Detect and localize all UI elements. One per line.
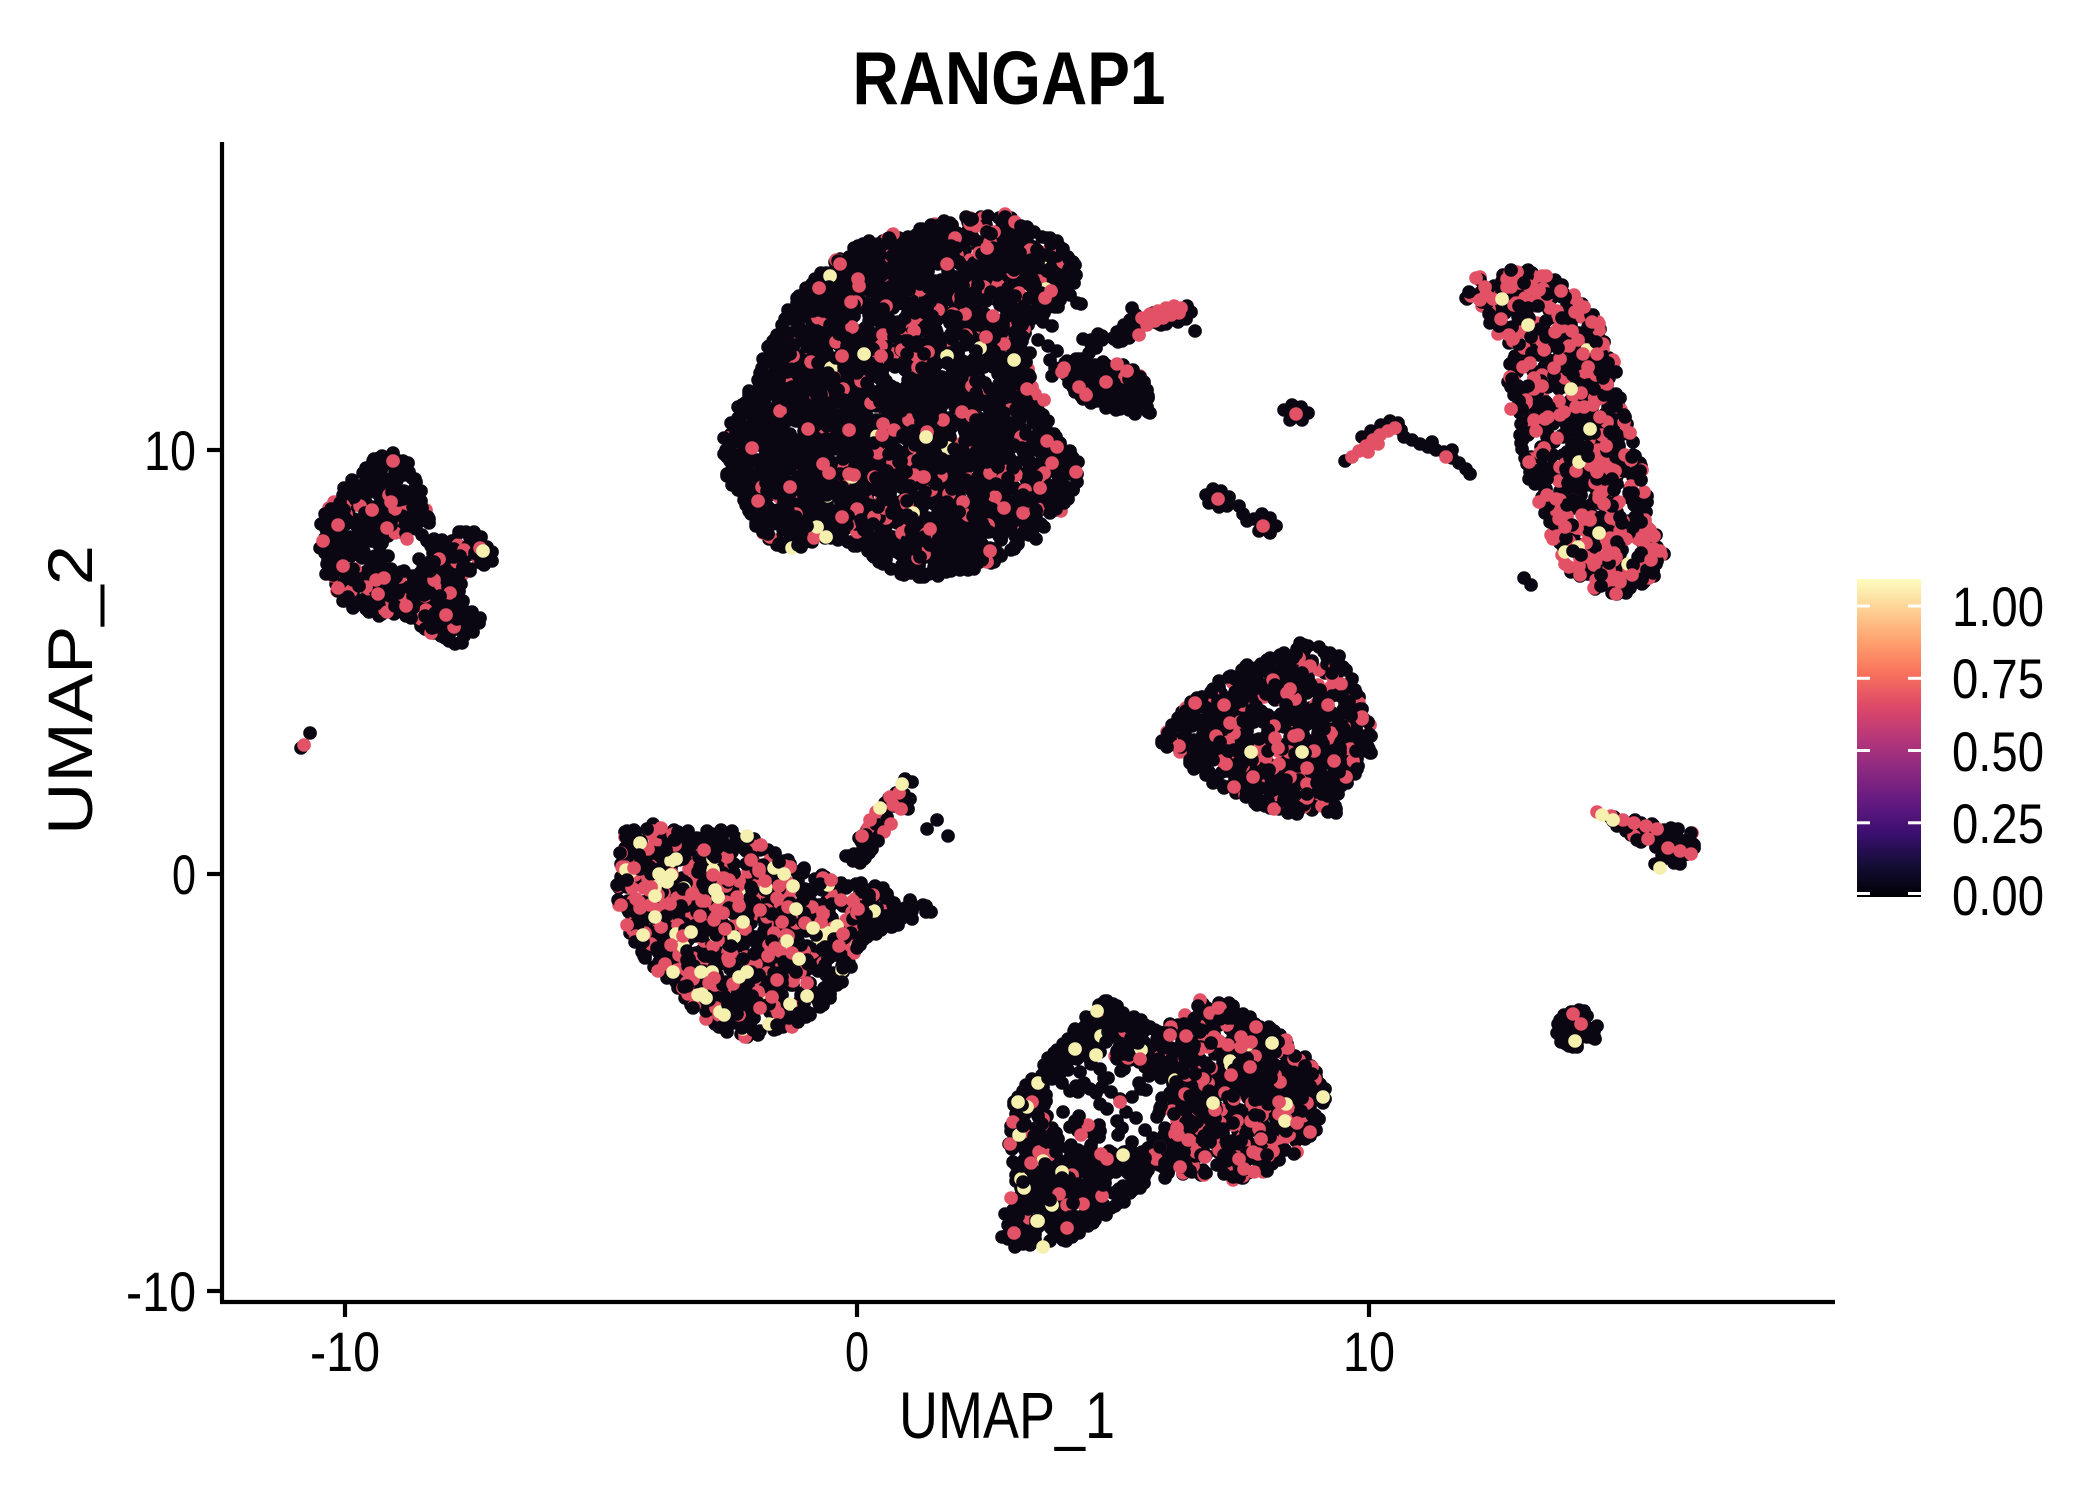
svg-text:UMAP_1: UMAP_1 (899, 1378, 1115, 1452)
svg-text:0.00: 0.00 (1952, 864, 2044, 927)
svg-text:0.75: 0.75 (1952, 647, 2044, 710)
svg-text:0: 0 (172, 843, 196, 906)
svg-text:RANGAP1: RANGAP1 (853, 36, 1166, 120)
svg-text:UMAP_2: UMAP_2 (36, 545, 106, 835)
svg-text:0: 0 (845, 1320, 869, 1383)
svg-text:10: 10 (144, 419, 196, 482)
svg-text:-10: -10 (126, 1260, 196, 1323)
svg-text:-10: -10 (310, 1320, 380, 1383)
svg-text:10: 10 (1343, 1320, 1395, 1383)
svg-text:1.00: 1.00 (1952, 575, 2044, 638)
svg-text:0.25: 0.25 (1952, 792, 2044, 855)
svg-text:0.50: 0.50 (1952, 720, 2044, 783)
